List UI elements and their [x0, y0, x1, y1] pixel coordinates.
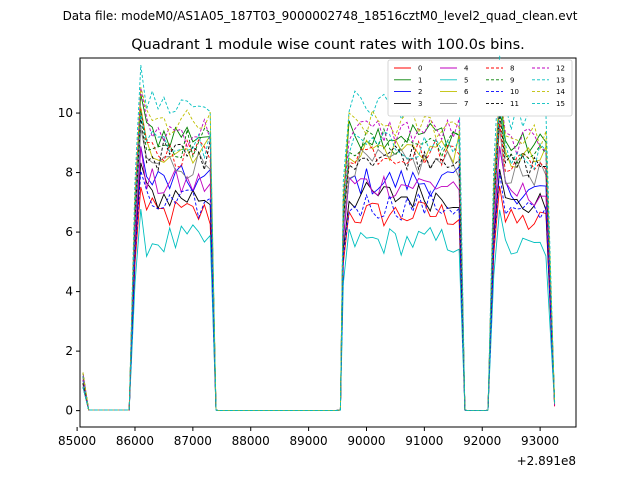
legend-label-14: 14: [556, 88, 565, 96]
series-line-14: [82, 87, 556, 412]
x-tick-label: 90000: [347, 434, 385, 448]
legend-label-10: 10: [510, 88, 519, 96]
chart-title: Quadrant 1 module wise count rates with …: [131, 37, 525, 53]
legend-label-3: 3: [418, 100, 422, 108]
x-tick-label: 85000: [58, 434, 96, 448]
x-tick-label: 87000: [174, 434, 212, 448]
x-offset-label: +2.891e8: [517, 454, 576, 468]
x-tick-label: 86000: [116, 434, 154, 448]
legend-label-5: 5: [464, 76, 468, 84]
y-tick-label: 4: [65, 285, 73, 299]
y-tick-label: 10: [58, 106, 73, 120]
x-tick-label: 89000: [290, 434, 328, 448]
series-line-0: [82, 186, 556, 412]
legend-label-4: 4: [464, 65, 469, 73]
series-line-15: [82, 106, 556, 412]
series-line-13: [82, 55, 556, 412]
legend-label-2: 2: [418, 88, 422, 96]
y-tick-label: 2: [65, 344, 73, 358]
legend-label-1: 1: [418, 76, 422, 84]
legend-label-12: 12: [556, 65, 565, 73]
y-tick-label: 0: [65, 404, 73, 418]
series-line-6: [82, 107, 556, 412]
x-tick-label: 91000: [405, 434, 443, 448]
x-tick-label: 92000: [463, 434, 501, 448]
chart-suptitle: Data file: modeM0/AS1A05_187T03_90000027…: [63, 9, 578, 23]
legend-label-13: 13: [556, 76, 565, 84]
x-tick-label: 88000: [232, 434, 270, 448]
series-line-11: [82, 112, 556, 412]
x-tick-label: 93000: [521, 434, 559, 448]
legend-label-0: 0: [418, 65, 422, 73]
y-tick-label: 6: [65, 225, 73, 239]
y-tick-label: 8: [65, 166, 73, 180]
tick-layer: 85000 86000 87000 88000 89000 90000 91000 92000…: [58, 106, 559, 448]
series-line-7: [82, 125, 556, 412]
series-line-10: [82, 170, 556, 412]
series-line-4: [82, 146, 556, 412]
series-line-5: [82, 208, 556, 412]
legend-label-15: 15: [556, 100, 565, 108]
legend-label-8: 8: [510, 65, 514, 73]
legend-label-6: 6: [464, 88, 469, 96]
legend-label-11: 11: [510, 100, 519, 108]
legend-frame: [387, 59, 573, 117]
legend-label-9: 9: [510, 76, 514, 84]
legend-label-7: 7: [464, 100, 468, 108]
series-layer: [82, 55, 556, 412]
